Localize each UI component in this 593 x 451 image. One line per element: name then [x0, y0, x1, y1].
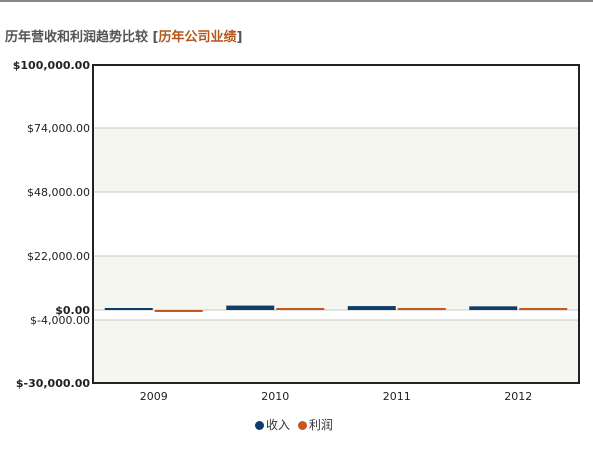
top-divider [0, 0, 593, 2]
y-tick-label: $74,000.00 [27, 122, 90, 135]
bracket-close: ] [236, 30, 243, 45]
bar-revenue-2011[interactable] [347, 306, 396, 310]
y-tick-label: $-30,000.00 [16, 377, 90, 390]
legend-label-revenue: 收入 [266, 418, 291, 432]
revenue-dot-icon [255, 421, 264, 430]
bar-profit-2011[interactable] [397, 308, 446, 310]
grid-band [93, 128, 579, 192]
x-axis-labels: 2009 2010 2011 2012 [140, 390, 533, 403]
x-tick-label: 2009 [140, 390, 168, 403]
y-tick-label: $0.00 [55, 304, 90, 317]
bars [104, 305, 568, 312]
profit-dot-icon [297, 421, 307, 430]
bar-revenue-2012[interactable] [469, 306, 518, 310]
history-performance-link[interactable]: 历年公司业绩 [158, 30, 237, 45]
bar-profit-2012[interactable] [519, 308, 568, 310]
bar-profit-2009[interactable] [154, 310, 203, 312]
bar-revenue-2010[interactable] [226, 305, 275, 310]
legend-item-revenue[interactable]: 收入 [255, 416, 290, 433]
y-axis-labels: $100,000.00 $74,000.00 $48,000.00 $22,000.0… [13, 59, 91, 390]
grid-band [93, 320, 579, 383]
y-tick-label: $48,000.00 [27, 186, 90, 199]
x-tick-label: 2012 [504, 390, 532, 403]
y-tick-label: $100,000.00 [13, 59, 91, 72]
legend-label-profit: 利润 [308, 418, 333, 432]
y-tick-label: $22,000.00 [27, 250, 90, 263]
bracket-open: [ [152, 30, 159, 45]
background-bands [93, 128, 579, 383]
plot-frame [92, 64, 580, 384]
chart-header: 历年营收和利润趋势比较 [历年公司业绩] [5, 26, 242, 45]
bar-profit-2010[interactable] [276, 308, 325, 310]
y-tick-label: $-4,000.00 [30, 314, 90, 327]
grid-band [93, 256, 579, 310]
chart-title: 历年营收和利润趋势比较 [5, 30, 149, 45]
x-tick-label: 2010 [261, 390, 289, 403]
legend: 收入 利润 [255, 416, 337, 433]
bar-revenue-2009[interactable] [104, 308, 153, 310]
legend-item-profit[interactable]: 利润 [297, 416, 333, 433]
x-tick-label: 2011 [383, 390, 411, 403]
